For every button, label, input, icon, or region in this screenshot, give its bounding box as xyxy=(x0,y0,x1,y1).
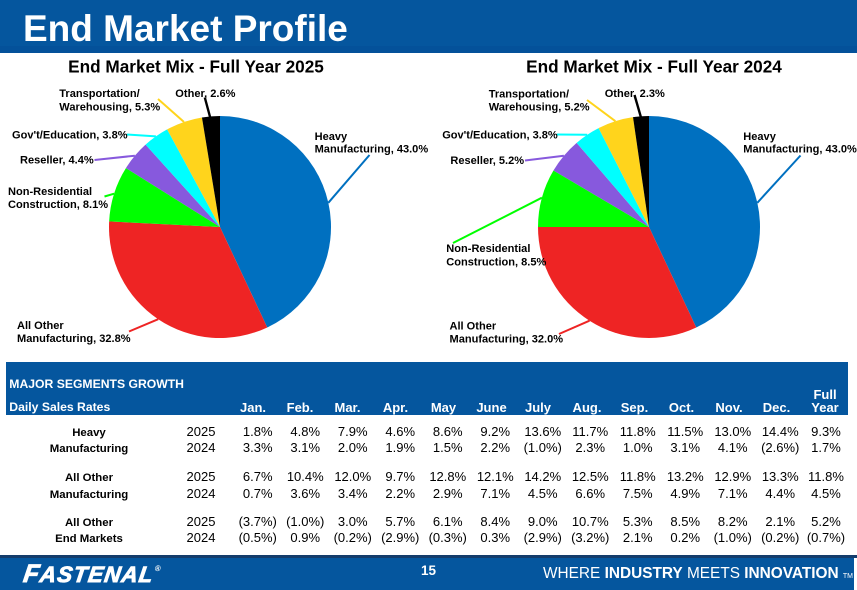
svg-text:All Other: All Other xyxy=(17,320,64,332)
svg-text:Manufacturing, 43.0%: Manufacturing, 43.0% xyxy=(315,143,429,155)
svg-text:Reseller, 5.2%: Reseller, 5.2% xyxy=(450,155,524,167)
svg-text:End Market Mix - Full Year 202: End Market Mix - Full Year 2025 xyxy=(68,57,324,77)
svg-text:Transportation/: Transportation/ xyxy=(489,89,569,101)
svg-text:End Market Mix - Full Year 202: End Market Mix - Full Year 2024 xyxy=(526,57,782,77)
svg-text:Other, 2.3%: Other, 2.3% xyxy=(605,88,665,100)
svg-text:Warehousing, 5.3%: Warehousing, 5.3% xyxy=(59,101,160,113)
svg-text:Non-Residential: Non-Residential xyxy=(446,243,530,255)
svg-text:Warehousing, 5.2%: Warehousing, 5.2% xyxy=(489,102,590,114)
svg-text:Gov't/Education, 3.8%: Gov't/Education, 3.8% xyxy=(442,129,558,141)
svg-text:All Other: All Other xyxy=(450,321,497,333)
svg-text:Gov't/Education, 3.8%: Gov't/Education, 3.8% xyxy=(12,130,128,142)
svg-text:Non-Residential: Non-Residential xyxy=(8,186,92,198)
svg-text:Manufacturing, 32.8%: Manufacturing, 32.8% xyxy=(17,333,131,345)
svg-text:Reseller, 4.4%: Reseller, 4.4% xyxy=(20,154,94,166)
svg-text:Heavy: Heavy xyxy=(743,131,776,143)
svg-text:Heavy: Heavy xyxy=(315,131,348,143)
svg-text:Construction, 8.1%: Construction, 8.1% xyxy=(8,199,108,211)
svg-text:Manufacturing, 32.0%: Manufacturing, 32.0% xyxy=(450,334,564,346)
svg-text:Manufacturing, 43.0%: Manufacturing, 43.0% xyxy=(743,143,857,155)
svg-text:Construction, 8.5%: Construction, 8.5% xyxy=(446,256,546,268)
svg-text:Other, 2.6%: Other, 2.6% xyxy=(175,88,235,100)
svg-text:Transportation/: Transportation/ xyxy=(59,88,139,100)
